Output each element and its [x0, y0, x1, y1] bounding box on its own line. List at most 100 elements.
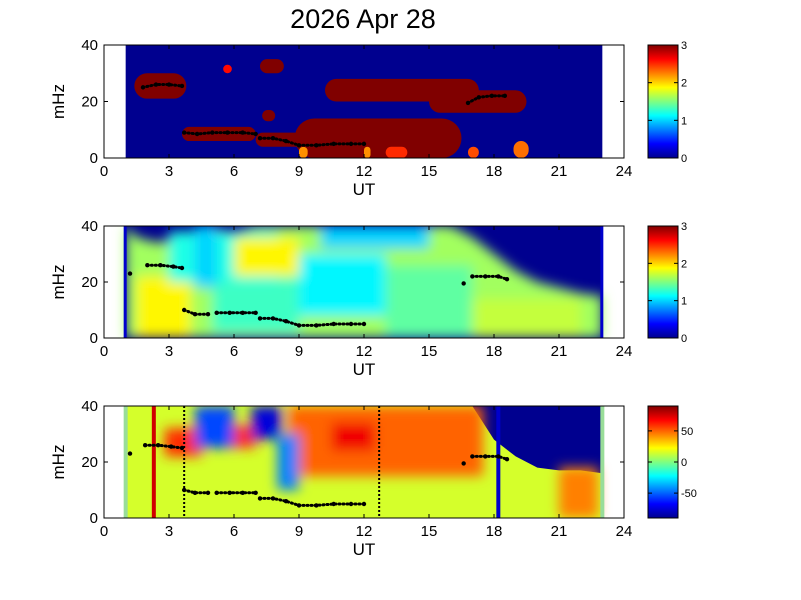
power-region — [182, 126, 256, 142]
x-tick-label: 24 — [616, 343, 633, 360]
track-point — [270, 316, 276, 321]
track-line — [466, 94, 507, 105]
colorbar — [647, 44, 679, 159]
track-point — [348, 321, 354, 327]
x-tick-label: 12 — [356, 523, 373, 540]
power-region — [513, 141, 529, 158]
colorbar — [647, 405, 679, 519]
x-tick-label: 0 — [100, 163, 108, 180]
y-tick-label: 40 — [81, 218, 98, 235]
track-point — [257, 496, 263, 501]
track-point — [361, 141, 367, 147]
track-point — [270, 136, 276, 141]
colorbar-tick-label: 3 — [681, 221, 687, 233]
track-point — [361, 501, 367, 507]
track-line — [141, 83, 184, 89]
power-region — [262, 109, 276, 122]
x-tick-label: 15 — [421, 343, 438, 360]
figure-title: 2026 Apr 28 — [290, 4, 436, 34]
track-point — [192, 312, 198, 317]
power-region — [468, 146, 479, 158]
x-tick-label: 3 — [165, 343, 173, 360]
phase-field — [164, 406, 598, 518]
colorbar-tick-label: 0 — [681, 153, 687, 165]
track-line — [258, 496, 366, 507]
y-tick-label: 0 — [90, 150, 98, 167]
track-point — [361, 321, 367, 327]
x-tick-label: 24 — [616, 523, 633, 540]
track-point — [179, 83, 185, 89]
track-point — [225, 130, 230, 135]
track-point — [331, 141, 336, 147]
track-point — [181, 130, 187, 135]
colorbar-tick-label: 2 — [681, 78, 687, 90]
track-point — [461, 281, 466, 286]
x-tick-label: 15 — [421, 523, 438, 540]
track-point — [270, 496, 276, 501]
track-point — [145, 263, 150, 268]
track-point — [192, 490, 198, 495]
x-tick-label: 3 — [165, 163, 173, 180]
track-point — [171, 264, 176, 269]
plot-area — [104, 406, 624, 518]
y-tick-label: 20 — [81, 454, 98, 471]
track-point — [483, 454, 488, 459]
y-axis-label: mHz — [49, 84, 68, 119]
track-point — [166, 82, 172, 87]
track-point — [348, 141, 354, 147]
x-tick-label: 6 — [230, 523, 238, 540]
warm-phase-region — [229, 425, 256, 448]
right-edge — [600, 406, 605, 518]
x-tick-label: 18 — [486, 343, 503, 360]
track-point — [476, 95, 482, 100]
track-point — [331, 501, 336, 507]
track-point — [470, 454, 475, 459]
coherence-patch — [234, 237, 299, 277]
track-point — [142, 443, 148, 448]
track-point — [127, 451, 133, 456]
track-point — [179, 265, 185, 271]
track-line — [470, 274, 509, 281]
x-tick-label: 0 — [100, 343, 108, 360]
power-region — [364, 146, 371, 158]
track-line — [470, 454, 509, 461]
track-point — [205, 312, 211, 317]
coherence-patch — [472, 298, 581, 338]
track-point — [348, 501, 354, 507]
power-region — [385, 146, 408, 158]
track-point — [257, 316, 263, 321]
track-point — [140, 85, 146, 90]
x-tick-label: 6 — [230, 343, 238, 360]
x-tick-label: 12 — [356, 163, 373, 180]
cool-phase-region — [251, 406, 282, 440]
x-tick-label: 21 — [551, 343, 568, 360]
x-tick-label: 18 — [486, 163, 503, 180]
track-point — [240, 130, 245, 135]
track-point — [194, 131, 200, 137]
track-point — [504, 457, 510, 462]
power-region — [260, 59, 284, 74]
y-axis-label: mHz — [49, 445, 68, 480]
track-point — [504, 277, 510, 282]
left-edge — [123, 226, 127, 338]
track-point — [461, 461, 466, 466]
panel-3: 0 3 6 9 12 15 18 21 24 0 20 40 UT mHz 50 0 -50 — [49, 398, 697, 559]
colorbar-tick-label: 1 — [681, 296, 687, 308]
colorbar-tick-label: 0 — [681, 457, 687, 469]
cool-phase-region — [195, 406, 234, 448]
track-point — [296, 143, 302, 148]
y-tick-label: 40 — [81, 398, 98, 415]
track-point — [181, 487, 187, 493]
colorbar-tick-label: -50 — [681, 488, 697, 500]
track-point — [465, 100, 471, 106]
track-point — [240, 310, 245, 315]
x-tick-label: 9 — [295, 163, 303, 180]
x-tick-label: 9 — [295, 343, 303, 360]
warm-phase-region — [288, 406, 484, 476]
x-axis-label: UT — [353, 540, 376, 559]
track-point — [314, 503, 319, 508]
